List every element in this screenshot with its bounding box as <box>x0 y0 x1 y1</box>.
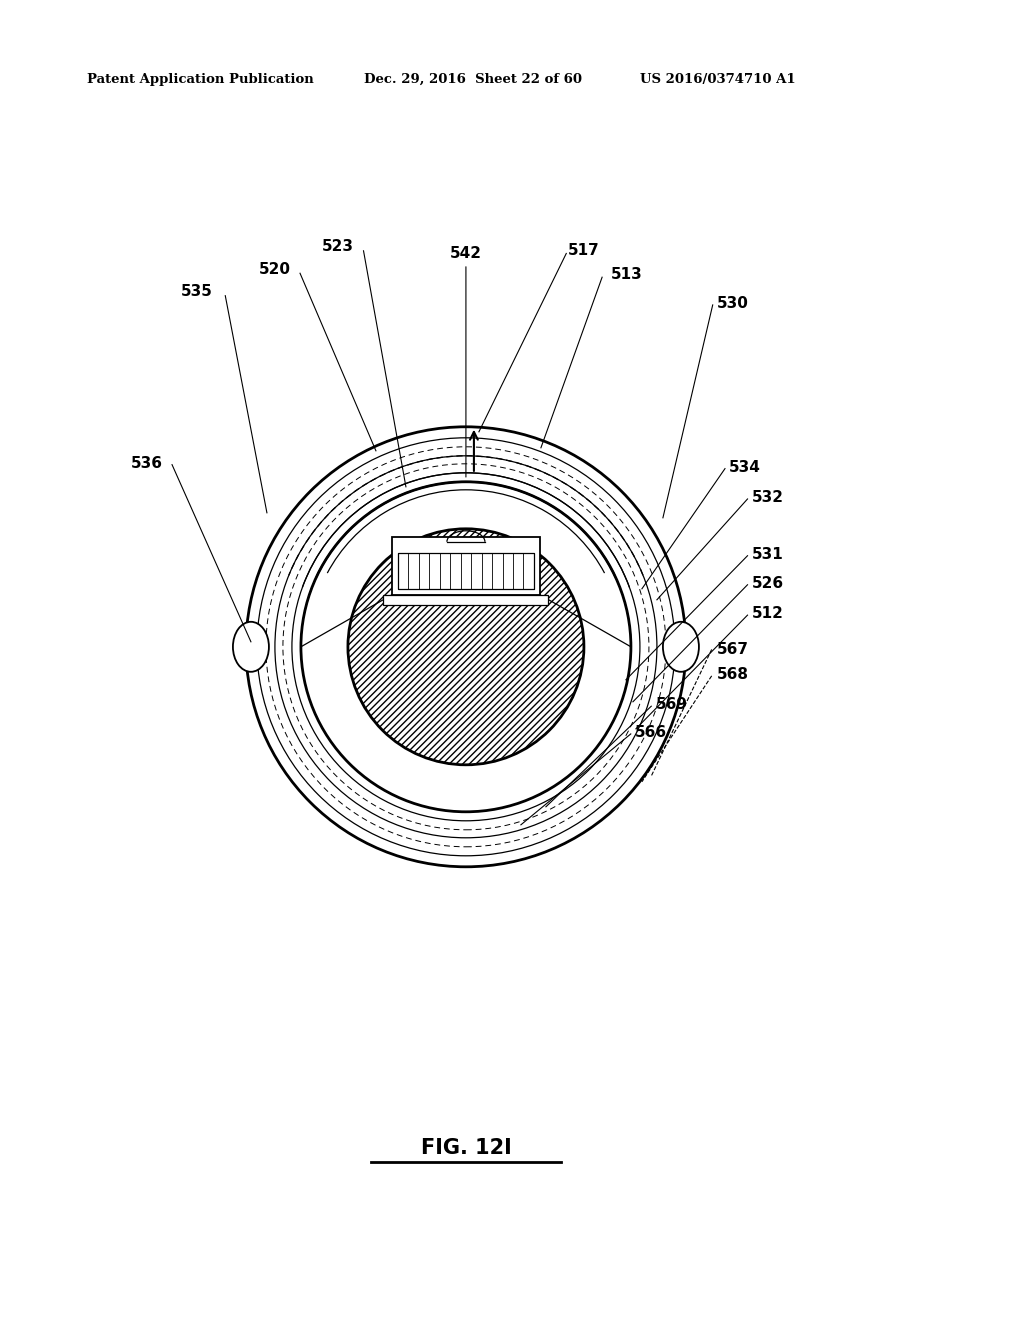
Text: 542: 542 <box>450 246 482 261</box>
Text: 517: 517 <box>567 243 600 259</box>
Text: Dec. 29, 2016  Sheet 22 of 60: Dec. 29, 2016 Sheet 22 of 60 <box>364 73 582 86</box>
Text: 532: 532 <box>752 490 783 506</box>
Text: 530: 530 <box>717 296 749 312</box>
Circle shape <box>301 482 631 812</box>
Circle shape <box>348 529 584 764</box>
Text: 536: 536 <box>130 455 163 471</box>
Text: 512: 512 <box>752 606 783 622</box>
Text: 523: 523 <box>322 239 354 255</box>
Text: 566: 566 <box>635 725 667 741</box>
Text: 526: 526 <box>752 576 783 591</box>
Text: Patent Application Publication: Patent Application Publication <box>87 73 313 86</box>
Text: 569: 569 <box>655 697 687 713</box>
Bar <box>392 537 540 595</box>
Bar <box>383 595 549 605</box>
Text: FIG. 12I: FIG. 12I <box>421 1138 511 1159</box>
Text: US 2016/0374710 A1: US 2016/0374710 A1 <box>640 73 796 86</box>
Ellipse shape <box>232 622 269 672</box>
Text: 568: 568 <box>717 667 749 682</box>
Text: 535: 535 <box>180 284 213 300</box>
Text: 534: 534 <box>729 459 761 475</box>
Text: 513: 513 <box>610 267 643 282</box>
Text: 567: 567 <box>717 642 749 657</box>
Bar <box>398 553 534 589</box>
Ellipse shape <box>663 622 699 672</box>
Text: 531: 531 <box>752 546 783 562</box>
Text: 520: 520 <box>258 261 291 277</box>
